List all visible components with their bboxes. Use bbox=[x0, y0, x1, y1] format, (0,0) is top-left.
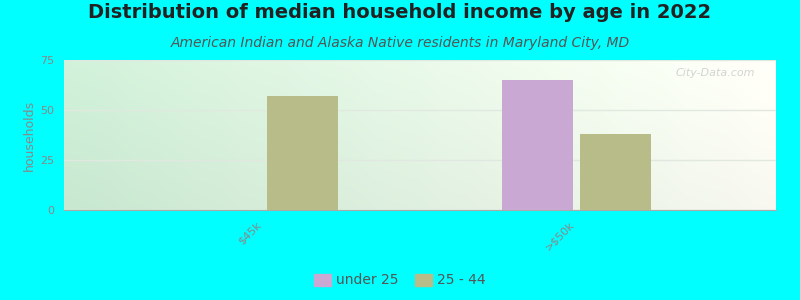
Y-axis label: households: households bbox=[23, 99, 36, 171]
Bar bbox=[267, 96, 338, 210]
Text: City-Data.com: City-Data.com bbox=[675, 68, 754, 77]
Legend: under 25, 25 - 44: under 25, 25 - 44 bbox=[308, 268, 492, 293]
Text: Distribution of median household income by age in 2022: Distribution of median household income … bbox=[89, 3, 711, 22]
Text: American Indian and Alaska Native residents in Maryland City, MD: American Indian and Alaska Native reside… bbox=[170, 36, 630, 50]
Bar bbox=[580, 134, 651, 210]
Bar bbox=[502, 80, 573, 210]
